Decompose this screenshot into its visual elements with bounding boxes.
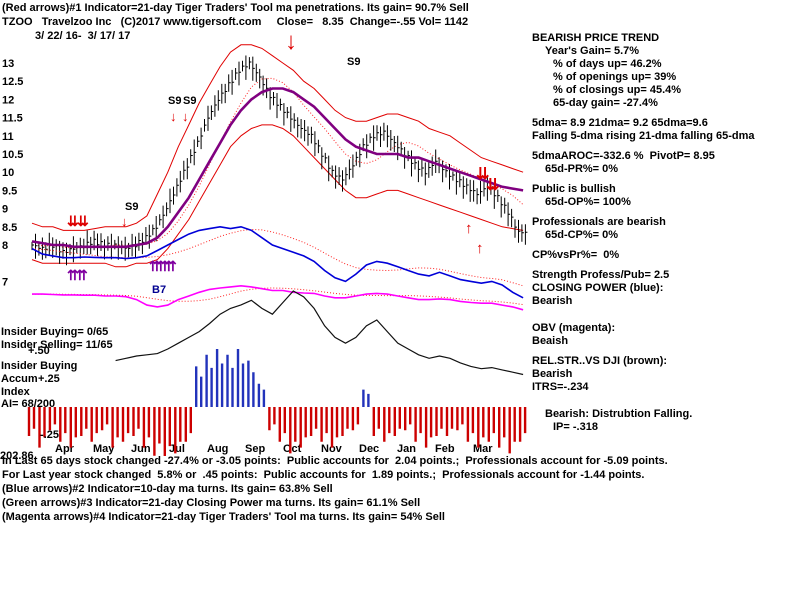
date-range: 3/ 22/ 16- 3/ 17/ 17: [35, 30, 131, 42]
y-axis-tick: 11: [2, 131, 14, 143]
ai-histogram-negative: [27, 407, 527, 456]
ai-histogram-positive: [195, 349, 370, 407]
insider-buying-count: Insider Buying= 0/65: [1, 326, 109, 338]
chart-line: [32, 287, 524, 306]
chart-line: [115, 290, 524, 376]
sell-arrow: ↓: [121, 214, 128, 229]
signal-s9: S9: [183, 95, 197, 107]
stats-line: % of closings up= 45.4%: [553, 84, 682, 96]
stats-line: 5dma= 8.9 21dma= 9.2 65dma=9.6: [532, 117, 708, 129]
ai-ratio: AI= 68/200: [1, 398, 56, 410]
x-axis-month: Oct: [283, 443, 302, 455]
summary-line: For Last year stock changed 5.8% or .45 …: [2, 469, 645, 481]
stats-line: Strength Profess/Pub= 2.5: [532, 269, 670, 281]
y-axis-tick: 13: [2, 58, 14, 70]
ai-scale-plus50: +.50: [28, 345, 50, 357]
sell-arrow: ↓: [170, 109, 177, 124]
stats-line: Bearish: [532, 295, 573, 307]
summary-line: (Blue arrows)#2 Indicator=10-day ma turn…: [2, 483, 333, 495]
stats-line: Professionals are bearish: [532, 216, 666, 228]
chart-line: [31, 77, 524, 249]
obv-scale-value: 202.86: [0, 450, 34, 462]
buy-arrow: ⇈: [76, 267, 88, 283]
y-axis-tick: 10.5: [2, 149, 23, 161]
y-axis-tick: 8.5: [2, 222, 17, 234]
chart-line: [31, 124, 524, 268]
sell-arrow: ⇊: [77, 213, 89, 229]
buy-arrow: ⇈: [67, 267, 79, 283]
stats-line: 65d-OP%= 100%: [545, 196, 631, 208]
index-label: Index: [1, 386, 30, 398]
signal-b7: B7: [152, 284, 167, 296]
stats-line: OBV (magenta):: [532, 322, 616, 334]
y-axis-tick: 7: [2, 276, 8, 288]
stats-line: Bearish: [532, 368, 573, 380]
stats-line: ITRS=-.234: [532, 381, 589, 393]
sell-arrow-large: ⇊: [476, 166, 490, 183]
x-axis-month: Aug: [207, 443, 228, 455]
chart-line: [31, 87, 524, 249]
x-axis-month: Dec: [359, 443, 379, 455]
stats-line: BEARISH PRICE TREND: [532, 32, 660, 44]
stats-line: IP= -.318: [553, 421, 598, 433]
summary-line: (Magenta arrows)#4 Indicator=21-day Tige…: [2, 511, 445, 523]
sell-arrow: ↓: [182, 109, 189, 124]
stats-line: CLOSING POWER (blue):: [532, 282, 664, 294]
chart-line: [32, 284, 524, 311]
buy-arrow: ⇈: [157, 258, 169, 274]
stats-line: CP%vsPr%= 0%: [532, 249, 620, 261]
chart-line: [31, 44, 524, 231]
summary-line: (Green arrows)#3 Indicator=21-day Closin…: [2, 497, 421, 509]
stats-line: % of days up= 46.2%: [553, 58, 662, 70]
y-axis-tick: 9: [2, 204, 8, 216]
stats-line: 5dmaAROC=-332.6 % PivotP= 8.95: [532, 150, 715, 162]
ai-scale-plus25: +.25: [38, 373, 60, 385]
stats-line: Falling 5-dma rising 21-dma falling 65-d…: [532, 130, 755, 142]
sell-arrow: ⇊: [67, 213, 79, 229]
y-axis-tick: 10: [2, 167, 14, 179]
stats-line: REL.STR..VS DJI (brown):: [532, 355, 668, 367]
buy-arrow: ⇈: [165, 258, 177, 274]
sell-arrow-large: ↓: [285, 28, 297, 55]
buy-arrow: ↑: [476, 240, 484, 257]
y-axis-tick: 12.5: [2, 76, 23, 88]
signal-s9: S9: [125, 201, 139, 213]
sell-arrow-large: ⇊: [486, 177, 500, 194]
x-axis-month: Mar: [473, 443, 493, 455]
buy-arrow: ⇈: [149, 258, 161, 274]
y-axis-tick: 9.5: [2, 185, 17, 197]
x-axis-month: Nov: [321, 443, 343, 455]
summary-line: In Last 65 days stock changed -27.4% or …: [2, 455, 668, 467]
y-axis-tick: 11.5: [2, 113, 23, 125]
stats-line: 65d-PR%= 0%: [545, 163, 619, 175]
y-axis-tick: 8: [2, 240, 8, 252]
buy-arrow: ↑: [465, 220, 473, 237]
x-axis-month: May: [93, 443, 115, 455]
signal-s9: S9: [347, 56, 361, 68]
stats-line: 65d-CP%= 0%: [545, 229, 619, 241]
y-axis-tick: 12: [2, 94, 14, 106]
stats-line: % of openings up= 39%: [553, 71, 677, 83]
ticker-title-line: TZOO Travelzoo Inc (C)2017 www.tigersoft…: [2, 16, 469, 28]
indicator1-summary: (Red arrows)#1 Indicator=21-day Tiger Tr…: [2, 2, 469, 14]
stats-line: Year's Gain= 5.7%: [545, 45, 640, 57]
stats-line: Beaish: [532, 335, 569, 347]
x-axis-month: Feb: [435, 443, 455, 455]
x-axis-month: Jan: [397, 443, 416, 455]
x-axis-month: Jun: [131, 443, 151, 455]
accum-label: Accum: [1, 373, 38, 385]
chart-line: [31, 225, 524, 299]
stats-line: Bearish: Distrubtion Falling.: [545, 408, 693, 420]
insider-buying-label: Insider Buying: [1, 360, 78, 372]
stats-line: Public is bullish: [532, 183, 616, 195]
signal-s9: S9: [168, 95, 182, 107]
stats-line: 65-day gain= -27.4%: [553, 97, 658, 109]
ai-scale-minus25: -.25: [40, 429, 59, 441]
x-axis-month: Jul: [169, 443, 185, 455]
insider-selling-count: Insider Selling= 11/65: [1, 339, 113, 351]
x-axis-month: Sep: [245, 443, 265, 455]
